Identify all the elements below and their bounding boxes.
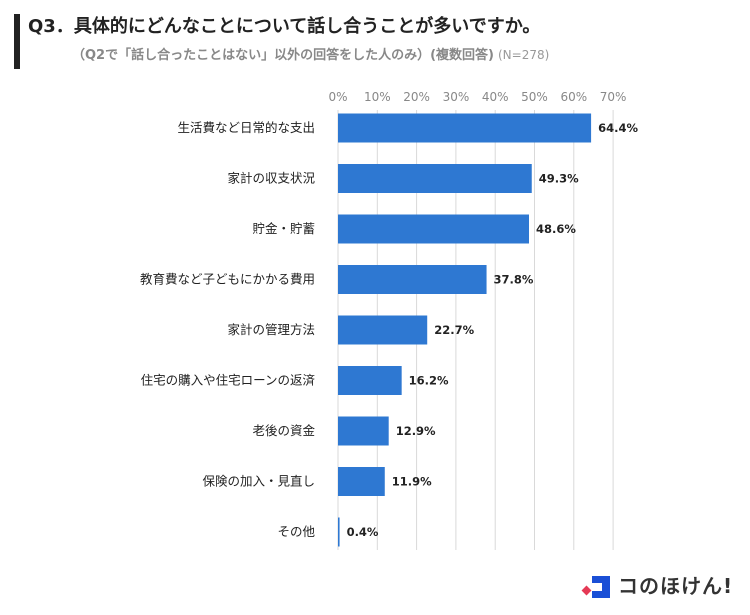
bar bbox=[338, 214, 529, 244]
data-label: 64.4% bbox=[598, 121, 638, 135]
brand-logo: コのほけん! bbox=[580, 570, 740, 602]
category-label: 貯金・貯蓄 bbox=[252, 221, 315, 236]
bar bbox=[338, 467, 385, 496]
category-label: 家計の収支状況 bbox=[227, 171, 315, 186]
bar bbox=[338, 113, 592, 143]
data-label: 12.9% bbox=[396, 424, 436, 438]
x-tick-label: 0% bbox=[328, 90, 347, 104]
chart-subtitle: （Q2で「話し合ったことはない」以外の回答をした人のみ）(複数回答) (N=278… bbox=[72, 44, 549, 63]
brand-logo-text: コのほけん! bbox=[618, 574, 734, 598]
bar bbox=[338, 366, 402, 395]
data-label: 37.8% bbox=[494, 273, 534, 287]
x-tick-label: 50% bbox=[521, 90, 548, 104]
category-label: 生活費など日常的な支出 bbox=[177, 120, 315, 135]
data-label: 16.2% bbox=[409, 374, 449, 388]
category-label: 家計の管理方法 bbox=[227, 322, 315, 337]
data-label: 11.9% bbox=[392, 475, 432, 489]
category-label: 老後の資金 bbox=[252, 423, 315, 438]
x-tick-label: 60% bbox=[560, 90, 587, 104]
x-tick-label: 40% bbox=[482, 90, 509, 104]
x-tick-label: 30% bbox=[443, 90, 470, 104]
bar bbox=[338, 416, 389, 446]
bar bbox=[338, 164, 532, 193]
bar bbox=[338, 315, 428, 345]
x-tick-label: 20% bbox=[403, 90, 430, 104]
data-label: 49.3% bbox=[539, 172, 579, 186]
data-label: 48.6% bbox=[536, 222, 576, 236]
sample-size: (N=278) bbox=[497, 48, 550, 62]
bar bbox=[338, 517, 340, 547]
data-label: 0.4% bbox=[347, 525, 379, 539]
x-tick-label: 70% bbox=[600, 90, 627, 104]
category-label: 住宅の購入や住宅ローンの返済 bbox=[141, 373, 316, 388]
x-tick-label: 10% bbox=[364, 90, 391, 104]
subtitle-text: （Q2で「話し合ったことはない」以外の回答をした人のみ）(複数回答) bbox=[72, 48, 494, 63]
bar bbox=[338, 265, 487, 294]
category-label: その他 bbox=[277, 524, 315, 539]
title-accent-bar bbox=[14, 14, 20, 69]
chart-title: Q3．具体的にどんなことについて話し合うことが多いですか。 bbox=[28, 16, 541, 37]
category-label: 教育費など子どもにかかる費用 bbox=[140, 272, 315, 287]
brand-logo-icon bbox=[581, 576, 610, 598]
data-label: 22.7% bbox=[434, 323, 474, 337]
category-label: 保険の加入・見直し bbox=[202, 474, 315, 489]
